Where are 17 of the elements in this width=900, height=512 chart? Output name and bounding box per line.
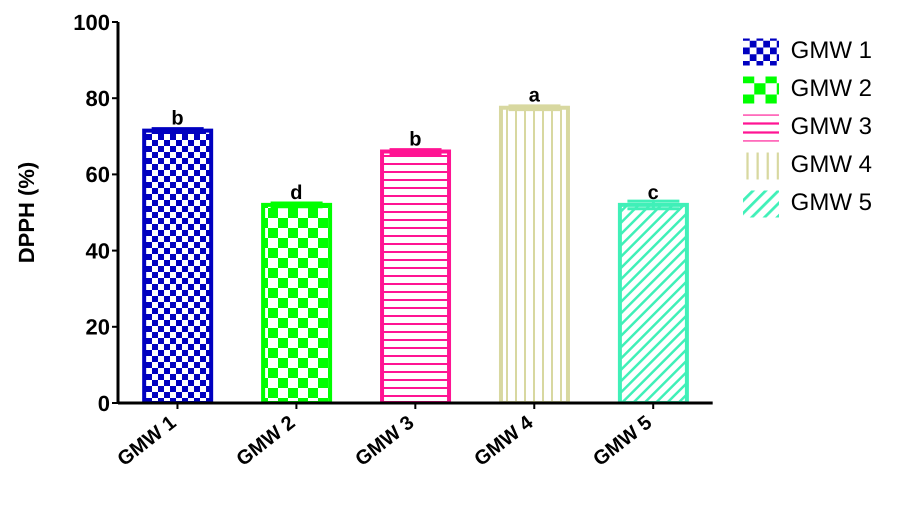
y-tick-label: 80 [86,86,110,112]
annotation: c [648,182,659,204]
legend-label: GMW 5 [790,189,872,216]
y-axis-title: DPPH (%) [14,162,39,264]
annotation: b [409,128,422,151]
legend-label: GMW 3 [790,113,872,140]
annotation: b [171,108,184,130]
legend-label: GMW 4 [790,151,872,178]
y-tick-label: 20 [86,314,110,340]
y-tick-label: 60 [86,162,110,188]
annotation: a [528,84,541,107]
legend-label: GMW 1 [790,37,872,64]
annotation: d [290,182,303,204]
y-tick-label: 40 [86,238,110,264]
y-tick-label: 100 [73,10,110,35]
y-tick-label: 0 [98,390,110,416]
legend-label: GMW 2 [790,75,872,102]
